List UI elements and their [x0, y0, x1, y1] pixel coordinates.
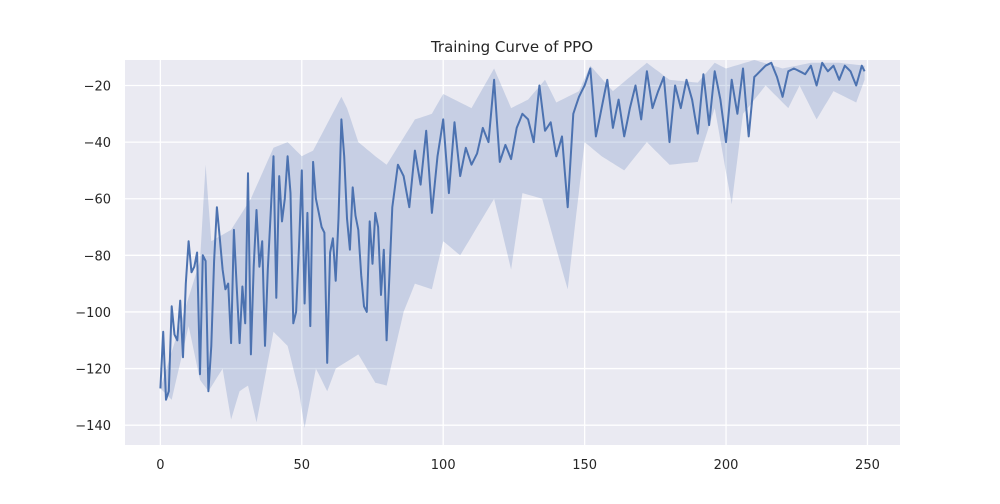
x-tick-label: 0 — [156, 458, 164, 473]
y-tick-label: −60 — [84, 193, 111, 208]
x-axis: 0 50 100 150 200 250 — [156, 458, 880, 473]
y-tick-label: −120 — [75, 363, 111, 378]
y-tick-label: −40 — [84, 136, 111, 151]
y-tick-label: −80 — [84, 249, 111, 264]
x-tick-label: 100 — [431, 458, 456, 473]
chart-title: Training Curve of PPO — [430, 38, 593, 56]
x-tick-label: 250 — [855, 458, 880, 473]
y-tick-label: −140 — [75, 419, 111, 434]
mean-reward-line — [159, 61, 866, 401]
y-tick-label: −100 — [75, 306, 111, 321]
y-tick-label: −20 — [84, 79, 111, 94]
confidence-band — [160, 60, 865, 428]
x-tick-label: 50 — [294, 458, 311, 473]
y-axis: −140 −120 −100 −80 −60 −40 −20 — [75, 79, 111, 434]
x-tick-label: 150 — [572, 458, 597, 473]
x-tick-label: 200 — [714, 458, 739, 473]
